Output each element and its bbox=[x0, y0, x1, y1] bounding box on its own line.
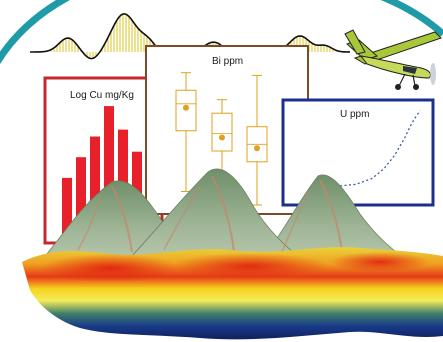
cu-panel-title: Log Cu mg/Kg bbox=[70, 90, 134, 101]
cu-bar bbox=[62, 177, 72, 240]
teal-arc-left bbox=[0, 0, 71, 65]
u-panel: U ppm bbox=[281, 98, 435, 207]
u-panel-frame bbox=[281, 98, 435, 207]
cu-bar bbox=[104, 106, 114, 240]
bi-box-plot bbox=[175, 72, 197, 192]
mountain-center bbox=[125, 168, 308, 263]
u-panel-title: U ppm bbox=[340, 109, 369, 120]
teal-arc-right bbox=[380, 0, 443, 37]
cu-bar bbox=[90, 136, 100, 240]
hot-anomaly-right bbox=[330, 252, 430, 272]
u-curve bbox=[339, 110, 421, 187]
hot-anomaly-left bbox=[40, 254, 180, 282]
mountain-range-icon bbox=[39, 168, 412, 263]
survey-plane-icon bbox=[344, 29, 442, 90]
hot-anomaly-center bbox=[170, 253, 330, 279]
cu-bar bbox=[76, 157, 86, 240]
geochemical-anomaly-slab-icon bbox=[22, 247, 443, 340]
bi-box-plot bbox=[246, 74, 268, 206]
bi-panel-title: Bi ppm bbox=[212, 56, 243, 67]
